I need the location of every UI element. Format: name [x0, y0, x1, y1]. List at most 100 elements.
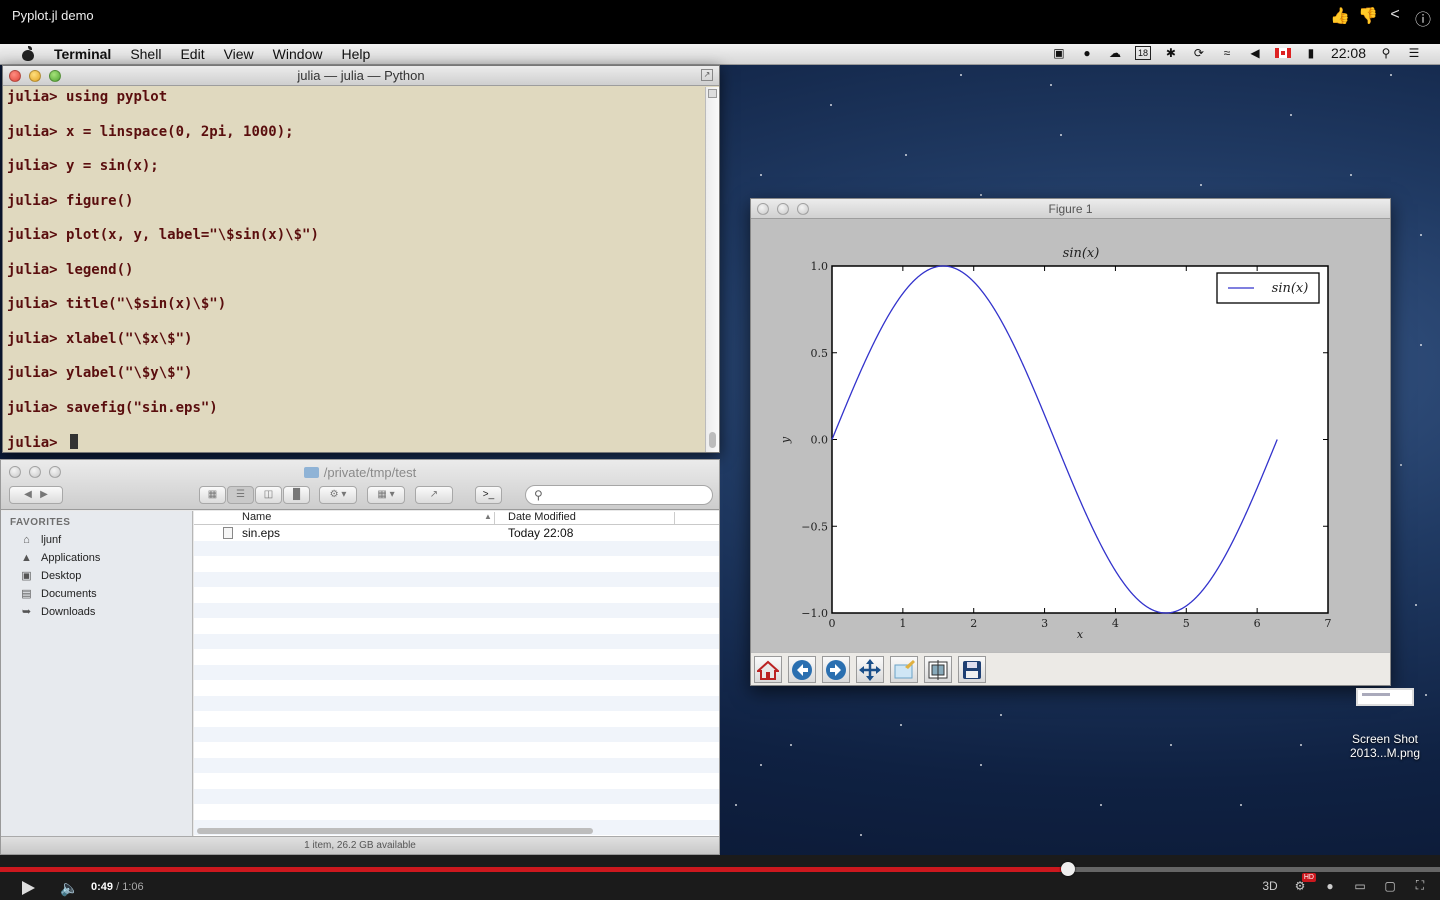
action-gear-button[interactable]: ⚙ ▾ [319, 486, 357, 504]
zoom-button[interactable] [890, 656, 918, 683]
star [1240, 804, 1242, 806]
subplots-button[interactable] [924, 656, 952, 683]
record-dot-icon[interactable]: ● [1083, 46, 1091, 60]
thumbs-down-icon[interactable]: 👎 [1358, 8, 1378, 25]
scrollbar-thumb[interactable] [709, 432, 716, 448]
settings-gear-icon[interactable]: ⚙ [1292, 872, 1316, 893]
list-view-button[interactable]: ☰ [227, 486, 254, 504]
terminal-line: julia> x = linspace(0, 2pi, 1000); [7, 124, 701, 159]
small-player-icon[interactable]: ▭ [1354, 878, 1366, 893]
video-progress-bar[interactable] [0, 862, 1440, 876]
calendar-18-icon[interactable]: 18 [1134, 46, 1151, 60]
star [1000, 714, 1002, 716]
volume-icon[interactable]: ◀ [1250, 46, 1260, 60]
terminal-line: julia> legend() [7, 262, 701, 297]
scroll-top-button[interactable] [708, 89, 717, 98]
menu-shell[interactable]: Shell [130, 46, 162, 62]
figure-window: Figure 1 sin(x) 0 1 2 3 4 5 6 7 1.0 0.5 0.0 −0.5 −1.… [750, 198, 1391, 686]
back-forward-buttons[interactable]: ◀ ▶ [9, 486, 63, 504]
horizontal-scrollbar[interactable] [197, 828, 593, 834]
battery-icon[interactable]: ▮ [1307, 46, 1315, 60]
play-icon[interactable] [22, 881, 35, 895]
x-tick-label: 0 [829, 617, 836, 630]
close-button[interactable] [9, 466, 21, 478]
icon-view-button[interactable]: ▦ [199, 486, 226, 504]
applications-icon: ▲ [21, 552, 32, 564]
coverflow-view-button[interactable]: █ [283, 486, 310, 504]
video-title[interactable]: Pyplot.jl demo [12, 8, 94, 23]
progress-scrubber-handle[interactable] [1061, 862, 1076, 876]
close-button[interactable] [9, 70, 21, 82]
search-icon[interactable]: ⚲ [1381, 46, 1391, 60]
image-thumbnail-icon [1356, 688, 1414, 706]
zoom-button[interactable] [49, 70, 61, 82]
volume-icon[interactable]: 🔈 [60, 880, 79, 897]
list-icon[interactable]: ☰ [1408, 46, 1420, 60]
minimize-button[interactable] [777, 203, 789, 215]
canada-flag-icon[interactable] [1274, 48, 1291, 58]
close-button[interactable] [757, 203, 769, 215]
menu-view[interactable]: View [223, 46, 254, 62]
finder-search-input[interactable]: ⚲ [525, 485, 713, 505]
desktop-file-screenshot[interactable]: Screen Shot 2013...M.png [1340, 688, 1430, 760]
share-button[interactable]: ↗ [415, 486, 453, 504]
arrange-button[interactable]: ▦ ▾ [367, 486, 405, 504]
file-row-sin-eps[interactable]: sin.eps Today 22:08 [194, 525, 719, 541]
x-tick-label: 2 [970, 617, 977, 630]
menubar-clock[interactable]: 22:08 [1330, 45, 1366, 61]
terminal-command: x = linspace(0, 2pi, 1000); [66, 123, 294, 140]
share-icon[interactable]: < [1390, 6, 1400, 23]
minimize-button[interactable] [29, 466, 41, 478]
forward-button[interactable] [822, 656, 850, 683]
wifi-icon[interactable]: ≈ [1223, 46, 1231, 60]
column-header-name[interactable]: Name [242, 511, 272, 523]
column-divider[interactable] [494, 512, 495, 524]
info-icon[interactable]: ⓘ [1414, 12, 1431, 29]
menu-window[interactable]: Window [272, 46, 323, 62]
column-view-button[interactable]: ◫ [255, 486, 282, 504]
menu-help[interactable]: Help [341, 46, 371, 62]
mac-menubar: Terminal Shell Edit View Window Help ▣ ●… [0, 44, 1440, 65]
pan-button[interactable] [856, 656, 884, 683]
save-button[interactable] [958, 656, 986, 683]
asterisk-icon[interactable]: ✱ [1165, 46, 1176, 60]
theater-mode-icon[interactable]: ▢ [1384, 878, 1396, 893]
sidebar-item-documents[interactable]: ▤ Documents [1, 585, 192, 603]
sidebar-item-desktop[interactable]: ▣ Desktop [1, 567, 192, 585]
desktop: Terminal Shell Edit View Window Help ▣ ●… [0, 44, 1440, 855]
screen-record-icon[interactable]: ▣ [1053, 46, 1065, 60]
fullscreen-icon[interactable]: ⛶ [1415, 878, 1425, 892]
terminal-titlebar[interactable]: julia — julia — Python ↗ [3, 66, 719, 86]
fullscreen-icon[interactable]: ↗ [701, 69, 713, 81]
x-tick-label: 7 [1325, 617, 1332, 630]
cloud-icon[interactable]: ☁ [1108, 46, 1121, 60]
figure-titlebar[interactable]: Figure 1 [751, 199, 1390, 219]
home-button[interactable] [754, 656, 782, 683]
back-button[interactable] [788, 656, 816, 683]
thumbs-up-icon[interactable]: 👍 [1330, 8, 1350, 25]
terminal-content[interactable]: julia> using pyplot julia> x = linspace(0… [3, 87, 705, 452]
3d-button[interactable]: 3D [1262, 878, 1278, 893]
annotations-icon[interactable]: ● [1326, 878, 1334, 893]
zoom-button[interactable] [797, 203, 809, 215]
menu-edit[interactable]: Edit [180, 46, 205, 62]
figure-canvas[interactable]: sin(x) 0 1 2 3 4 5 6 7 1.0 0.5 0.0 −0.5 −1.0 x y sin… [751, 220, 1390, 652]
column-divider[interactable] [674, 512, 675, 524]
empty-list-row [194, 571, 719, 587]
zoom-button[interactable] [49, 466, 61, 478]
terminal-here-button[interactable]: >_ [475, 486, 502, 504]
column-header-date[interactable]: Date Modified [508, 511, 576, 523]
terminal-line: julia> figure() [7, 193, 701, 228]
sine-plot: sin(x) 0 1 2 3 4 5 6 7 1.0 0.5 0.0 −0.5 −1.0 x y sin… [779, 246, 1332, 641]
menubar-status-area: ▣ ● ☁ 18 ✱ ⟳ ≈ ◀ ▮ 22:08 ⚲ ☰ [1051, 45, 1422, 61]
sidebar-item-downloads[interactable]: ➥ Downloads [1, 603, 192, 621]
star [1100, 804, 1102, 806]
apple-menu-icon[interactable] [20, 46, 36, 62]
sidebar-item-applications[interactable]: ▲ Applications [1, 549, 192, 567]
menu-app-terminal[interactable]: Terminal [54, 46, 112, 62]
terminal-scrollbar[interactable] [705, 87, 719, 452]
sync-icon[interactable]: ⟳ [1193, 46, 1204, 60]
terminal-line: julia> savefig("sin.eps") [7, 400, 701, 435]
sidebar-item-home[interactable]: ⌂ ljunf [1, 531, 192, 549]
minimize-button[interactable] [29, 70, 41, 82]
